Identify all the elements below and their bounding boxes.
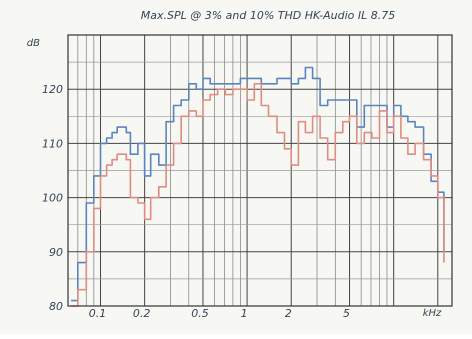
x-tick-label: 1 xyxy=(241,307,248,320)
y-tick-label: 110 xyxy=(42,137,63,150)
x-tick-label: 2 xyxy=(285,307,292,320)
x-tick-label: 0.1 xyxy=(89,307,107,320)
y-tick-label: 80 xyxy=(49,300,63,313)
y-tick-label: 90 xyxy=(49,246,63,259)
x-tick-label: 5 xyxy=(343,307,350,320)
y-tick-label: 120 xyxy=(42,83,63,96)
x-tick-label: 0.5 xyxy=(191,307,209,320)
x-tick-label: 0.2 xyxy=(133,307,151,320)
x-axis-label: kHz xyxy=(423,308,442,319)
y-tick-label: 100 xyxy=(42,192,63,205)
y-axis-label: dB xyxy=(27,38,40,49)
chart-title: Max.SPL @ 3% and 10% THD HK-Audio IL 8.7… xyxy=(141,9,396,22)
